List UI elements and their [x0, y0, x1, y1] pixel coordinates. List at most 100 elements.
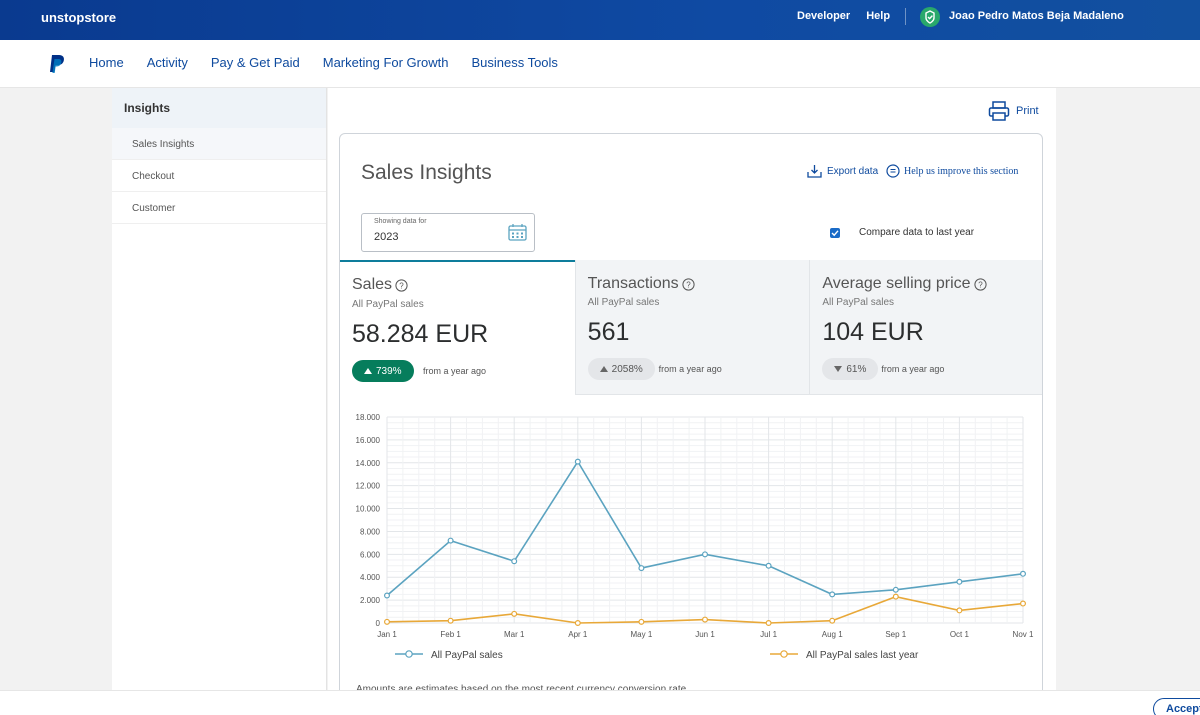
user-name[interactable]: Joao Pedro Matos Beja Madaleno — [949, 10, 1124, 22]
metric-tile-transactions[interactable]: Transactions ? All PayPal sales 561 2058… — [574, 260, 810, 395]
currency-disclaimer: Amounts are estimates based on the most … — [356, 684, 686, 695]
change-from-label: from a year ago — [658, 364, 722, 374]
data-point — [1019, 600, 1026, 607]
date-picker-label: Showing data for — [374, 218, 427, 225]
data-point — [956, 607, 963, 614]
user-avatar-icon[interactable] — [920, 7, 940, 27]
data-point — [765, 620, 772, 627]
paypal-logo-icon[interactable] — [48, 54, 66, 79]
arrow-up-icon — [364, 368, 372, 374]
accept-cookies-button[interactable]: Accept — [1153, 698, 1200, 715]
data-point — [702, 616, 709, 623]
date-picker-value: 2023 — [374, 231, 399, 243]
checkmark-icon — [831, 229, 839, 236]
change-badge: 61% — [822, 358, 879, 380]
sidebar-item-sales-insights[interactable]: Sales Insights — [112, 128, 326, 160]
data-point — [765, 562, 772, 569]
sales-chart-svg: 0 2.000 4.000 6.000 8.000 10.000 12.000 14.000 1… — [356, 413, 1034, 661]
data-point — [638, 618, 645, 625]
metric-tile-sales[interactable]: Sales ? All PayPal sales 58.284 EUR 739%… — [340, 260, 575, 395]
print-button[interactable]: Print — [988, 100, 1039, 122]
x-tick-label: Sep 1 — [885, 630, 906, 639]
feedback-icon — [886, 164, 900, 178]
legend-marker — [780, 650, 788, 658]
change-badge: 2058% — [587, 358, 655, 380]
cookie-bar: Accept — [0, 690, 1200, 715]
nav-home[interactable]: Home — [89, 55, 124, 70]
svg-text:?: ? — [686, 280, 691, 289]
help-improve-link[interactable]: Help us improve this section — [886, 164, 1018, 178]
metric-title-text: Transactions — [587, 275, 679, 292]
data-point — [447, 617, 454, 624]
help-icon[interactable]: ? — [395, 278, 408, 292]
change-value: 61% — [846, 363, 867, 375]
data-point — [829, 617, 836, 624]
sidebar-item-checkout[interactable]: Checkout — [112, 160, 326, 192]
metric-value: 104 EUR — [822, 318, 924, 346]
sidebar-heading: Insights — [112, 88, 326, 128]
sidebar: Insights Sales Insights Checkout Custome… — [112, 88, 327, 715]
x-tick-label: Jul 1 — [760, 630, 777, 639]
store-name[interactable]: unstopstore — [41, 10, 117, 25]
date-picker[interactable]: Showing data for 2023 — [361, 213, 535, 252]
x-tick-label: Oct 1 — [950, 630, 970, 639]
data-point — [702, 551, 709, 558]
svg-text:?: ? — [399, 281, 404, 290]
data-point — [574, 458, 581, 465]
nav-activity[interactable]: Activity — [146, 55, 188, 70]
data-point — [892, 593, 899, 600]
export-data-link[interactable]: Export data — [807, 164, 878, 178]
metric-title-text: Average selling price — [822, 275, 971, 292]
developer-link[interactable]: Developer — [797, 10, 851, 22]
compare-label: Compare data to last year — [859, 227, 975, 238]
metric-subtitle: All PayPal sales — [587, 297, 660, 308]
change-from-label: from a year ago — [423, 366, 487, 376]
calendar-icon[interactable] — [508, 223, 527, 241]
metric-title: Sales ? — [352, 276, 408, 294]
sales-insights-card: Sales Insights Export data Help us impro… — [339, 133, 1043, 715]
data-point — [574, 620, 581, 627]
nav-marketing[interactable]: Marketing For Growth — [322, 55, 449, 70]
y-tick-label: 12.000 — [356, 482, 381, 491]
data-point — [956, 578, 963, 585]
nav-business-tools[interactable]: Business Tools — [471, 55, 558, 70]
change-from-label: from a year ago — [881, 364, 945, 374]
metric-title: Transactions ? — [588, 275, 695, 293]
data-point — [829, 591, 836, 598]
help-icon[interactable]: ? — [682, 277, 695, 291]
arrow-down-icon — [834, 366, 843, 372]
x-tick-label: Jun 1 — [695, 630, 715, 639]
help-icon[interactable]: ? — [973, 277, 987, 291]
compare-checkbox[interactable] — [830, 227, 840, 238]
metric-tiles: Sales ? All PayPal sales 58.284 EUR 739%… — [340, 260, 1042, 395]
main-content: Print Sales Insights Export data Help us… — [328, 88, 1056, 715]
page-title: Sales Insights — [361, 161, 492, 184]
divider — [905, 8, 906, 25]
metric-title-text: Sales — [352, 276, 393, 293]
data-point — [383, 592, 390, 599]
metric-tile-average-price[interactable]: Average selling price ? All PayPal sales… — [809, 260, 1042, 395]
help-link[interactable]: Help — [866, 10, 891, 22]
svg-text:?: ? — [978, 280, 983, 289]
sidebar-item-customer[interactable]: Customer — [112, 192, 326, 224]
metric-subtitle: All PayPal sales — [822, 297, 895, 308]
nav-pay-get-paid[interactable]: Pay & Get Paid — [210, 55, 300, 70]
x-tick-label: Feb 1 — [440, 630, 461, 639]
data-point — [892, 586, 899, 593]
data-point — [511, 610, 518, 617]
x-tick-label: Aug 1 — [822, 630, 843, 639]
data-point — [638, 565, 645, 572]
download-icon — [807, 165, 822, 178]
compare-toggle[interactable]: Compare data to last year — [830, 227, 974, 238]
metric-subtitle: All PayPal sales — [352, 299, 424, 310]
legend-marker — [405, 650, 413, 658]
y-tick-label: 0 — [376, 619, 381, 628]
change-value: 2058% — [611, 363, 643, 375]
change-value: 739% — [376, 365, 402, 377]
x-tick-label: Nov 1 — [1013, 630, 1034, 639]
y-tick-label: 2.000 — [360, 596, 381, 605]
data-point — [447, 537, 454, 544]
improve-label: Help us improve this section — [904, 165, 1019, 177]
export-label: Export data — [827, 165, 879, 177]
y-tick-label: 4.000 — [360, 573, 381, 582]
